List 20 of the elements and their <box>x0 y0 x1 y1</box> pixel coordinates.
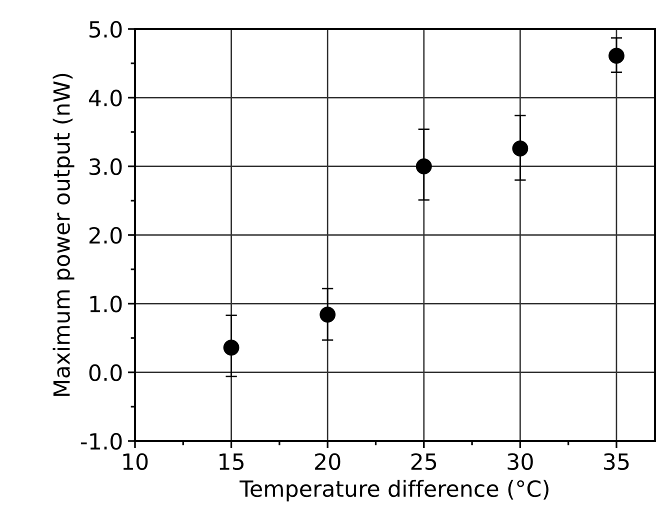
x-axis-title: Temperature difference (°C) <box>240 480 548 502</box>
y-tick-label: -1.0 <box>80 432 122 450</box>
point <box>608 48 624 64</box>
y-tick-label: 4.0 <box>88 90 122 106</box>
x-tick-label: 10 <box>123 453 148 470</box>
y-tick-label: 2.0 <box>89 226 122 244</box>
y-tick-label: 1.0 <box>90 296 122 312</box>
x-tick-label: 35 <box>604 453 629 470</box>
point <box>416 158 432 174</box>
y-tick-label: 3.0 <box>90 158 122 176</box>
y-tick-label: 5.0 <box>90 20 122 38</box>
x-tick-label: 20 <box>315 453 340 470</box>
x-tick-label: 15 <box>220 453 244 470</box>
y-axis-title: Maximum power output (nW) <box>52 74 74 396</box>
point <box>223 340 240 356</box>
point <box>320 306 336 323</box>
y-tick-label: 0.0 <box>89 364 122 382</box>
x-tick-label: 30 <box>508 453 533 470</box>
x-tick-label: 25 <box>411 453 436 470</box>
point <box>512 140 528 156</box>
